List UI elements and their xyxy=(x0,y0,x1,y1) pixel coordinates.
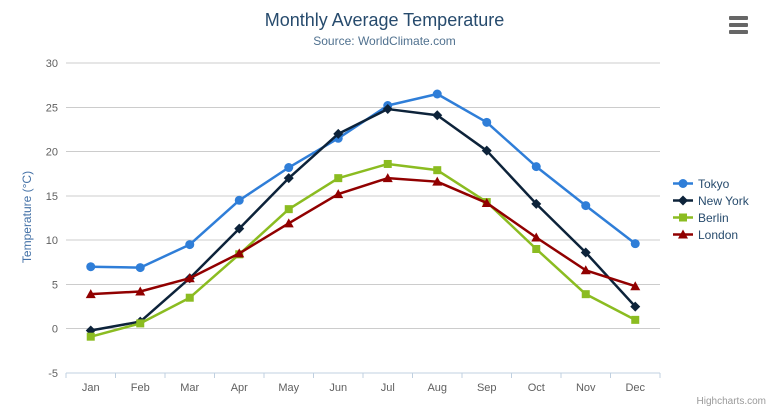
yaxis-tick-label: 5 xyxy=(52,279,58,291)
gridlines xyxy=(66,62,660,330)
data-point-marker[interactable] xyxy=(284,163,294,173)
data-point-marker[interactable] xyxy=(234,195,244,205)
xaxis-tick-label: Apr xyxy=(231,382,248,394)
chart-subtitle: Source: WorldClimate.com xyxy=(313,34,456,48)
data-point-marker[interactable] xyxy=(432,176,443,186)
data-point-marker[interactable] xyxy=(184,273,195,283)
data-point-marker[interactable] xyxy=(333,128,344,139)
yaxis-title: Temperature (°C) xyxy=(20,170,34,264)
data-point-marker[interactable] xyxy=(678,229,688,239)
xaxis-tick-label: Oct xyxy=(528,382,545,394)
data-point-marker[interactable] xyxy=(382,104,393,115)
data-point-marker[interactable] xyxy=(631,315,640,324)
series-line xyxy=(89,92,637,269)
data-point-marker[interactable] xyxy=(481,197,492,207)
xaxis-tick-label: Aug xyxy=(427,382,447,394)
yaxis-tick-label: 30 xyxy=(46,58,58,70)
yaxis-tick-label: 0 xyxy=(52,324,58,336)
yaxis-tick-label: -5 xyxy=(48,368,58,380)
data-point-marker[interactable] xyxy=(481,145,492,156)
square-legend-marker-icon xyxy=(673,213,693,222)
data-point-marker[interactable] xyxy=(679,213,687,222)
series-tokyo xyxy=(86,89,640,273)
data-point-marker[interactable] xyxy=(333,189,344,199)
series-line xyxy=(89,107,637,332)
data-point-marker[interactable] xyxy=(86,332,95,341)
legend-label: New York xyxy=(698,193,749,208)
data-point-marker[interactable] xyxy=(283,173,294,184)
series-london xyxy=(85,173,641,299)
axis-labels: -5 0 5 10 15 20 25 30 Jan Feb Mar Apr May Jun Jul Aug Se… xyxy=(46,58,646,394)
chart-title: Monthly Average Temperature xyxy=(264,10,505,30)
data-point-marker[interactable] xyxy=(135,286,146,296)
yaxis-tick-label: 25 xyxy=(46,102,58,114)
xaxis-tick-label: Jul xyxy=(381,382,395,394)
triangle-legend-marker-icon xyxy=(673,229,693,239)
legend-label: London xyxy=(698,227,739,242)
legend-item-berlin[interactable]: Berlin xyxy=(673,209,749,226)
data-point-marker[interactable] xyxy=(284,205,293,214)
xaxis-tick-label: May xyxy=(278,382,299,394)
data-point-marker[interactable] xyxy=(581,290,590,299)
series-line xyxy=(89,162,637,338)
chart-legend: Tokyo New York Berlin London xyxy=(673,175,749,243)
data-point-marker[interactable] xyxy=(678,195,688,206)
data-point-marker[interactable] xyxy=(234,223,245,234)
circle-legend-marker-icon xyxy=(673,179,693,188)
data-point-marker[interactable] xyxy=(383,159,392,168)
data-point-marker[interactable] xyxy=(580,247,591,258)
data-point-marker[interactable] xyxy=(482,117,492,127)
data-point-marker[interactable] xyxy=(234,248,245,258)
yaxis-tick-label: 10 xyxy=(46,235,58,247)
legend-item-tokyo[interactable]: Tokyo xyxy=(673,175,749,192)
data-point-marker[interactable] xyxy=(630,301,641,312)
data-point-marker[interactable] xyxy=(185,293,194,302)
xaxis-tick-label: Sep xyxy=(477,382,497,394)
xaxis-tick-label: Dec xyxy=(625,382,645,394)
yaxis-tick-label: 20 xyxy=(46,147,58,159)
legend-item-new-york[interactable]: New York xyxy=(673,192,749,209)
series-line xyxy=(89,176,637,296)
legend-label: Tokyo xyxy=(698,176,730,191)
data-point-marker[interactable] xyxy=(581,201,591,211)
data-point-marker[interactable] xyxy=(531,198,542,209)
series-new-york xyxy=(85,104,641,336)
xaxis-tick-label: Nov xyxy=(576,382,596,394)
yaxis-tick-label: 15 xyxy=(46,191,58,203)
data-point-marker[interactable] xyxy=(532,245,541,253)
data-point-marker[interactable] xyxy=(135,263,145,273)
data-point-marker[interactable] xyxy=(85,289,96,299)
data-point-marker[interactable] xyxy=(433,166,442,175)
data-point-marker[interactable] xyxy=(630,239,640,249)
data-point-marker[interactable] xyxy=(678,179,688,188)
data-point-marker[interactable] xyxy=(185,240,195,250)
highcharts-credits-link[interactable]: Highcharts.com xyxy=(696,396,766,407)
data-point-marker[interactable] xyxy=(531,232,542,242)
xaxis-tick-label: Mar xyxy=(180,382,199,394)
xaxis-tick-label: Jan xyxy=(82,382,100,394)
data-point-marker[interactable] xyxy=(136,319,145,328)
data-point-marker[interactable] xyxy=(283,218,294,228)
diamond-legend-marker-icon xyxy=(673,195,693,206)
data-point-marker[interactable] xyxy=(531,162,541,172)
xaxis-tick-label: Jun xyxy=(329,382,347,394)
data-point-marker[interactable] xyxy=(432,110,443,121)
legend-label: Berlin xyxy=(698,210,729,225)
x-axis xyxy=(65,372,661,378)
data-point-marker[interactable] xyxy=(86,262,96,272)
legend-item-london[interactable]: London xyxy=(673,226,749,243)
xaxis-tick-label: Feb xyxy=(131,382,150,394)
data-point-marker[interactable] xyxy=(432,89,442,99)
data-point-marker[interactable] xyxy=(580,265,591,275)
data-point-marker[interactable] xyxy=(334,174,343,183)
data-point-marker[interactable] xyxy=(382,173,393,183)
export-hamburger-menu-icon[interactable] xyxy=(729,16,749,36)
data-point-marker[interactable] xyxy=(630,281,641,291)
